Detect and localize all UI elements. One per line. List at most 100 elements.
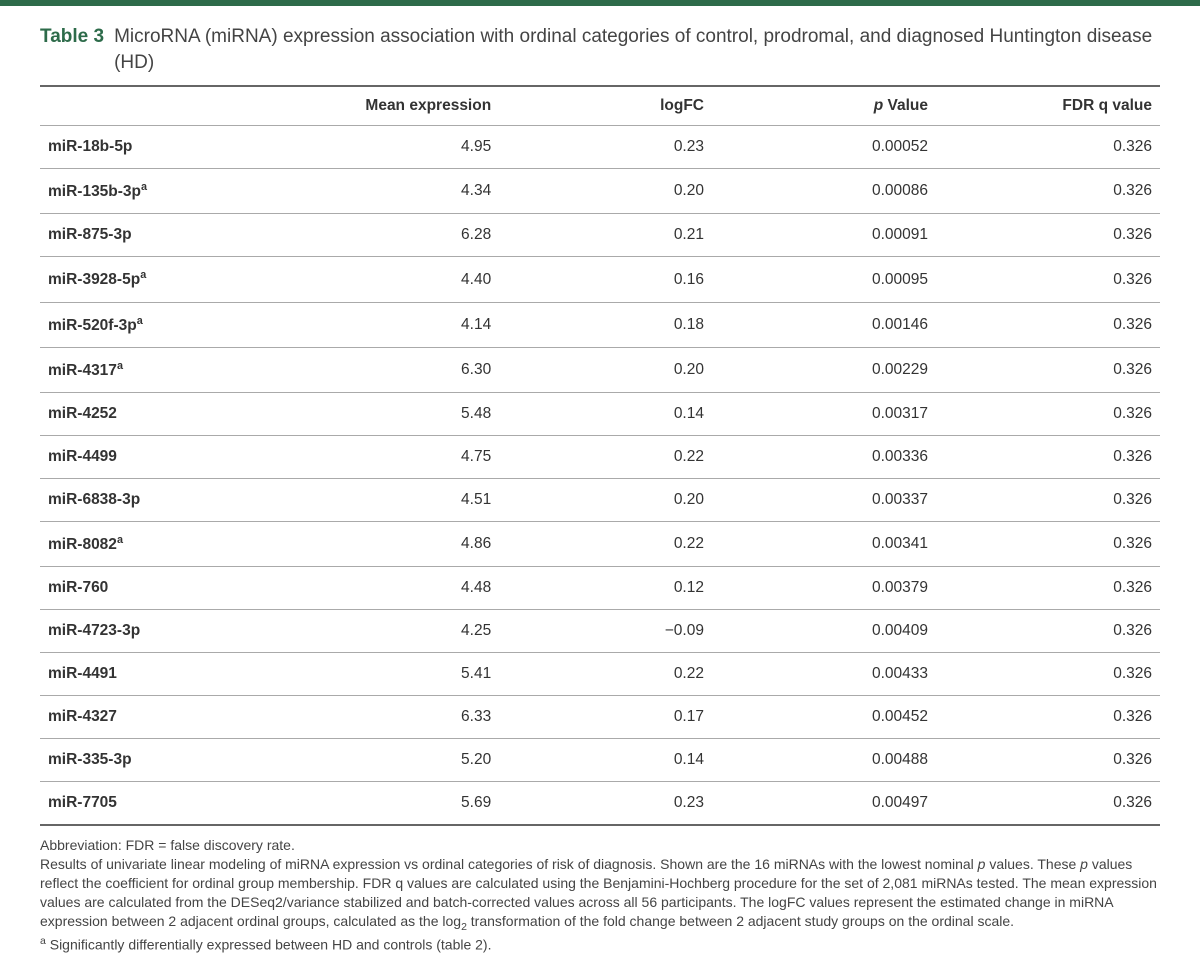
- cell-name: miR-4723-3p: [40, 610, 286, 653]
- col-header-pval-italic: p: [874, 97, 883, 114]
- cell-mean: 4.48: [286, 567, 499, 610]
- cell-logfc: 0.21: [499, 214, 712, 257]
- table-row: miR-6838-3p 4.510.200.003370.326: [40, 478, 1160, 521]
- cell-pval: 0.00379: [712, 567, 936, 610]
- footnote-body-post: transformation of the fold change betwee…: [467, 913, 1014, 929]
- mirna-name: miR-4491: [48, 665, 117, 682]
- cell-name: miR-4252: [40, 392, 286, 435]
- table-row: miR-135b-3pa4.340.200.000860.326: [40, 169, 1160, 214]
- cell-logfc: 0.16: [499, 257, 712, 302]
- cell-fdr: 0.326: [936, 257, 1160, 302]
- cell-logfc: 0.20: [499, 347, 712, 392]
- table-footnotes: Abbreviation: FDR = false discovery rate…: [40, 836, 1160, 954]
- col-header-fdr: FDR q value: [936, 86, 1160, 126]
- cell-pval: 0.00086: [712, 169, 936, 214]
- footnote-body-mid1: values. These: [985, 856, 1080, 872]
- cell-fdr: 0.326: [936, 392, 1160, 435]
- col-header-pval: p Value: [712, 86, 936, 126]
- col-header-mean: Mean expression: [286, 86, 499, 126]
- cell-mean: 4.40: [286, 257, 499, 302]
- cell-mean: 6.28: [286, 214, 499, 257]
- cell-fdr: 0.326: [936, 653, 1160, 696]
- cell-logfc: 0.22: [499, 653, 712, 696]
- cell-name: miR-3928-5pa: [40, 257, 286, 302]
- cell-name: miR-4317a: [40, 347, 286, 392]
- cell-pval: 0.00052: [712, 126, 936, 169]
- cell-name: miR-8082a: [40, 521, 286, 566]
- cell-pval: 0.00336: [712, 435, 936, 478]
- table-row: miR-77055.690.230.004970.326: [40, 782, 1160, 826]
- cell-logfc: 0.17: [499, 696, 712, 739]
- cell-name: miR-135b-3pa: [40, 169, 286, 214]
- cell-fdr: 0.326: [936, 478, 1160, 521]
- cell-mean: 4.75: [286, 435, 499, 478]
- cell-logfc: 0.23: [499, 782, 712, 826]
- cell-logfc: 0.12: [499, 567, 712, 610]
- mirna-name: miR-3928-5p: [48, 272, 140, 289]
- page: Table 3 MicroRNA (miRNA) expression asso…: [0, 0, 1200, 978]
- cell-fdr: 0.326: [936, 126, 1160, 169]
- cell-fdr: 0.326: [936, 435, 1160, 478]
- cell-mean: 5.41: [286, 653, 499, 696]
- mirna-sup: a: [140, 269, 146, 281]
- cell-fdr: 0.326: [936, 610, 1160, 653]
- table-row: miR-7604.480.120.003790.326: [40, 567, 1160, 610]
- cell-pval: 0.00095: [712, 257, 936, 302]
- cell-logfc: 0.20: [499, 478, 712, 521]
- cell-mean: 4.86: [286, 521, 499, 566]
- cell-mean: 6.33: [286, 696, 499, 739]
- table-row: miR-3928-5pa4.400.160.000950.326: [40, 257, 1160, 302]
- footnote-abbrev: Abbreviation: FDR = false discovery rate…: [40, 836, 1160, 855]
- cell-fdr: 0.326: [936, 302, 1160, 347]
- cell-pval: 0.00488: [712, 739, 936, 782]
- cell-pval: 0.00146: [712, 302, 936, 347]
- cell-fdr: 0.326: [936, 169, 1160, 214]
- cell-mean: 4.51: [286, 478, 499, 521]
- cell-logfc: 0.14: [499, 392, 712, 435]
- table-row: miR-8082a4.860.220.003410.326: [40, 521, 1160, 566]
- cell-name: miR-520f-3pa: [40, 302, 286, 347]
- mirna-sup: a: [117, 360, 123, 372]
- cell-logfc: 0.18: [499, 302, 712, 347]
- cell-fdr: 0.326: [936, 739, 1160, 782]
- cell-mean: 5.69: [286, 782, 499, 826]
- cell-fdr: 0.326: [936, 696, 1160, 739]
- mirna-name: miR-135b-3p: [48, 183, 141, 200]
- cell-name: miR-760: [40, 567, 286, 610]
- data-table: Mean expression logFC p Value FDR q valu…: [40, 85, 1160, 826]
- cell-name: miR-335-3p: [40, 739, 286, 782]
- mirna-name: miR-6838-3p: [48, 491, 140, 508]
- table-row: miR-42525.480.140.003170.326: [40, 392, 1160, 435]
- cell-name: miR-4491: [40, 653, 286, 696]
- cell-pval: 0.00337: [712, 478, 936, 521]
- table-number: Table 3: [40, 24, 104, 50]
- mirna-name: miR-875-3p: [48, 226, 132, 243]
- cell-logfc: 0.22: [499, 521, 712, 566]
- mirna-name: miR-7705: [48, 794, 117, 811]
- cell-pval: 0.00091: [712, 214, 936, 257]
- cell-logfc: −0.09: [499, 610, 712, 653]
- cell-name: miR-4327: [40, 696, 286, 739]
- table-row: miR-875-3p6.280.210.000910.326: [40, 214, 1160, 257]
- table-row: miR-44994.750.220.003360.326: [40, 435, 1160, 478]
- cell-pval: 0.00317: [712, 392, 936, 435]
- table-title: MicroRNA (miRNA) expression association …: [114, 24, 1160, 75]
- cell-mean: 5.20: [286, 739, 499, 782]
- cell-name: miR-18b-5p: [40, 126, 286, 169]
- table-row: miR-335-3p5.200.140.004880.326: [40, 739, 1160, 782]
- cell-mean: 4.34: [286, 169, 499, 214]
- mirna-name: miR-18b-5p: [48, 138, 132, 155]
- cell-mean: 5.48: [286, 392, 499, 435]
- mirna-name: miR-760: [48, 579, 108, 596]
- cell-fdr: 0.326: [936, 347, 1160, 392]
- cell-logfc: 0.22: [499, 435, 712, 478]
- table-row: miR-4317a6.300.200.002290.326: [40, 347, 1160, 392]
- cell-mean: 4.25: [286, 610, 499, 653]
- mirna-name: miR-4327: [48, 708, 117, 725]
- footnote-body: Results of univariate linear modeling of…: [40, 855, 1160, 934]
- table-header: Mean expression logFC p Value FDR q valu…: [40, 86, 1160, 126]
- cell-pval: 0.00229: [712, 347, 936, 392]
- cell-pval: 0.00341: [712, 521, 936, 566]
- mirna-name: miR-4317: [48, 362, 117, 379]
- table-row: miR-18b-5p4.950.230.000520.326: [40, 126, 1160, 169]
